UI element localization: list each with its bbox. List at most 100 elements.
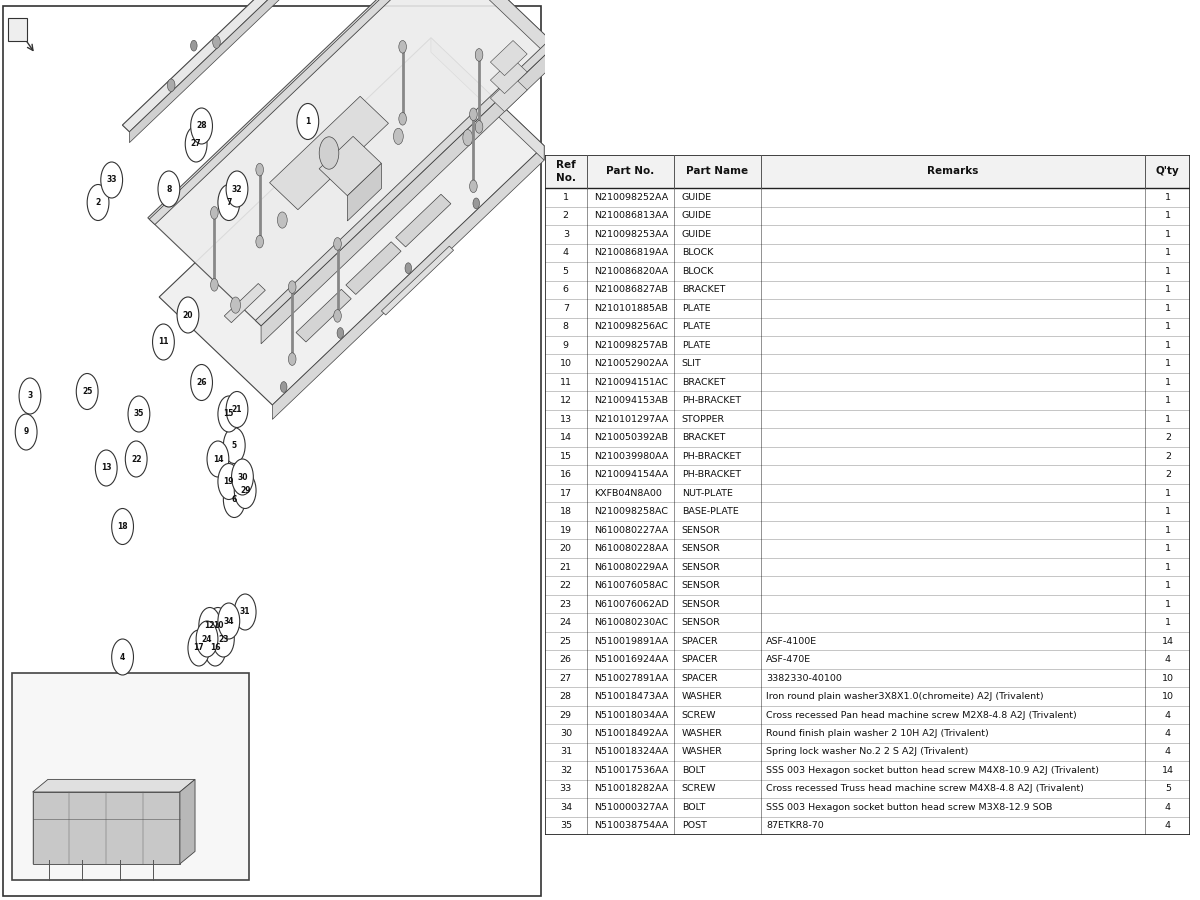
Text: N510018034AA: N510018034AA (594, 710, 668, 719)
Circle shape (212, 621, 234, 657)
Text: 33: 33 (107, 176, 116, 184)
Text: N610080227AA: N610080227AA (594, 526, 668, 535)
Text: 1: 1 (1165, 599, 1171, 608)
Text: 24: 24 (202, 634, 212, 644)
Text: 2: 2 (1165, 452, 1171, 461)
Polygon shape (382, 247, 454, 315)
Circle shape (199, 608, 221, 643)
Circle shape (475, 49, 482, 61)
Polygon shape (262, 45, 556, 344)
Text: 18: 18 (559, 507, 571, 516)
Text: N210086820AA: N210086820AA (594, 266, 668, 275)
Text: 1: 1 (1165, 248, 1171, 257)
Text: N510038754AA: N510038754AA (594, 822, 668, 831)
Circle shape (77, 374, 98, 410)
Text: 3382330-40100: 3382330-40100 (767, 673, 842, 682)
Text: Cross recessed Truss head machine screw M4X8-4.8 A2J (Trivalent): Cross recessed Truss head machine screw … (767, 785, 1084, 794)
Polygon shape (224, 284, 265, 322)
Circle shape (208, 441, 229, 477)
Circle shape (288, 281, 296, 293)
Text: WASHER: WASHER (682, 729, 722, 738)
Text: 8: 8 (167, 184, 172, 194)
Text: 31: 31 (559, 748, 572, 757)
Text: 6: 6 (563, 285, 569, 294)
Text: Part No.: Part No. (606, 166, 654, 176)
Text: 16: 16 (210, 644, 221, 652)
Text: 25: 25 (82, 387, 92, 396)
Text: Q'ty: Q'ty (1156, 166, 1180, 176)
Polygon shape (396, 194, 451, 247)
Circle shape (223, 482, 245, 517)
Circle shape (406, 263, 412, 274)
Text: 35: 35 (133, 410, 144, 418)
Text: SENSOR: SENSOR (682, 562, 720, 572)
Text: POST: POST (682, 822, 707, 831)
Circle shape (112, 508, 133, 544)
Bar (12, 673, 248, 880)
Text: 1: 1 (563, 193, 569, 202)
Text: 5: 5 (232, 441, 236, 450)
Text: 2: 2 (1165, 470, 1171, 479)
Polygon shape (296, 289, 352, 342)
Text: 1: 1 (1165, 285, 1171, 294)
Text: 4: 4 (1165, 729, 1171, 738)
Text: N210050392AB: N210050392AB (594, 433, 668, 442)
Text: 19: 19 (559, 526, 571, 535)
Text: BOLT: BOLT (682, 766, 706, 775)
Circle shape (230, 297, 240, 313)
Text: SCREW: SCREW (682, 785, 716, 794)
Text: SENSOR: SENSOR (682, 526, 720, 535)
Circle shape (337, 328, 343, 338)
Circle shape (319, 137, 338, 169)
Circle shape (128, 396, 150, 432)
Text: 14: 14 (212, 454, 223, 464)
Text: NUT-PLATE: NUT-PLATE (682, 489, 732, 498)
Circle shape (256, 164, 264, 176)
Text: SPACER: SPACER (682, 655, 719, 664)
Circle shape (394, 128, 403, 145)
Text: N210094151AC: N210094151AC (594, 378, 668, 387)
Circle shape (469, 108, 478, 121)
Circle shape (210, 206, 218, 219)
Text: Part Name: Part Name (686, 166, 749, 176)
Text: N510018324AA: N510018324AA (594, 748, 668, 757)
Circle shape (191, 364, 212, 400)
Circle shape (19, 378, 41, 414)
Circle shape (226, 392, 248, 428)
Text: 27: 27 (191, 140, 202, 148)
Polygon shape (180, 779, 196, 864)
Text: N210094154AA: N210094154AA (594, 470, 668, 479)
Text: PLATE: PLATE (682, 304, 710, 313)
Text: 12: 12 (204, 621, 215, 630)
Circle shape (463, 130, 473, 146)
Text: 10: 10 (1162, 673, 1174, 682)
Text: 11: 11 (559, 378, 571, 387)
Circle shape (475, 121, 482, 133)
Circle shape (112, 639, 133, 675)
Polygon shape (149, 0, 449, 225)
Text: 2: 2 (96, 198, 101, 207)
Text: 13: 13 (101, 464, 112, 472)
Text: 4: 4 (1165, 822, 1171, 831)
Text: 15: 15 (559, 452, 571, 461)
Circle shape (125, 441, 148, 477)
Text: SSS 003 Hexagon socket button head screw M3X8-12.9 SOB: SSS 003 Hexagon socket button head screw… (767, 803, 1052, 812)
Text: 1: 1 (1165, 489, 1171, 498)
Circle shape (204, 630, 226, 666)
Text: 26: 26 (197, 378, 206, 387)
Text: 5: 5 (563, 266, 569, 275)
Text: N210086827AB: N210086827AB (594, 285, 668, 294)
Text: WASHER: WASHER (682, 692, 722, 701)
Text: 35: 35 (559, 822, 572, 831)
Polygon shape (491, 40, 527, 76)
Circle shape (223, 428, 245, 464)
Text: 4: 4 (120, 652, 125, 662)
Circle shape (208, 608, 229, 643)
Text: N210086819AA: N210086819AA (594, 248, 668, 257)
Circle shape (152, 324, 174, 360)
Circle shape (167, 79, 175, 92)
Text: N210101885AB: N210101885AB (594, 304, 668, 313)
Text: 15: 15 (223, 410, 234, 418)
Text: N610080230AC: N610080230AC (594, 618, 668, 627)
Text: ASF-470E: ASF-470E (767, 655, 811, 664)
